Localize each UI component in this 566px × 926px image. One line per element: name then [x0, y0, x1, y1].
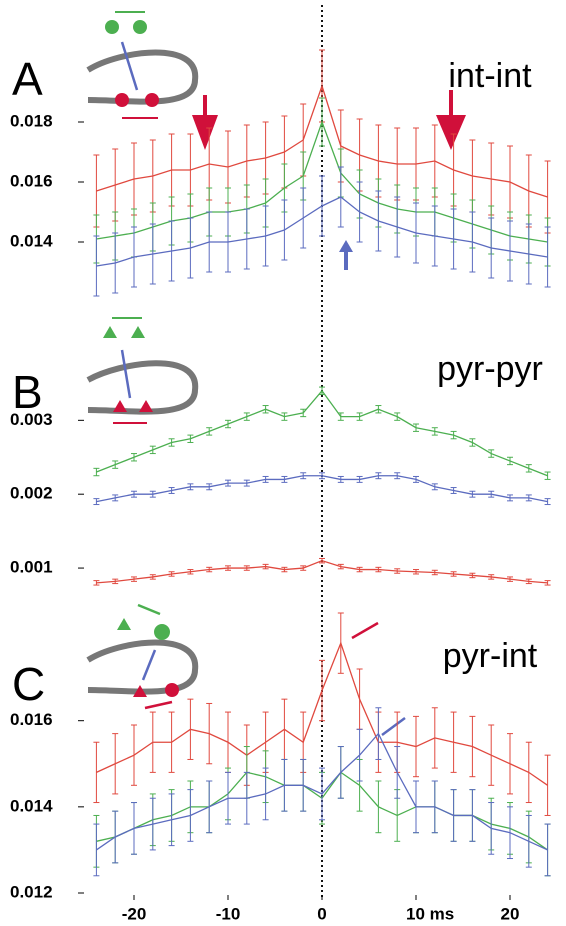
y-tick-label: 0.018 — [10, 111, 53, 130]
series-line — [96, 389, 548, 477]
x-tick-label: 0 — [317, 904, 326, 923]
series-line — [96, 641, 548, 786]
schematic — [86, 317, 199, 424]
series-line — [96, 559, 548, 584]
y-tick-label: 0.014 — [10, 231, 53, 250]
series-line — [96, 732, 548, 851]
x-tick-label: 20 — [501, 904, 520, 923]
y-tick-label: 0.016 — [10, 171, 53, 190]
y-tick-label: 0.016 — [10, 710, 53, 729]
chart-title: pyr-pyr — [437, 350, 543, 388]
y-tick-label: 0.002 — [10, 484, 53, 503]
series-line — [96, 475, 548, 503]
x-tick-label: -20 — [122, 904, 147, 923]
panel-label: B — [12, 366, 43, 418]
schematic — [86, 603, 406, 737]
y-tick-label: 0.001 — [10, 558, 53, 577]
panel-label: A — [12, 53, 43, 105]
x-tick-label: -10 — [216, 904, 241, 923]
y-tick-label: 0.012 — [10, 882, 53, 901]
schematic — [86, 11, 466, 270]
panel-label: C — [12, 658, 45, 710]
series-line — [96, 196, 548, 267]
x-tick-label: 10 ms — [406, 904, 454, 923]
chart-title: pyr-int — [443, 637, 538, 675]
y-tick-label: 0.014 — [10, 796, 53, 815]
chart-title: int-int — [448, 57, 532, 95]
series-line — [96, 83, 548, 198]
y-tick-label: 0.003 — [10, 410, 53, 429]
